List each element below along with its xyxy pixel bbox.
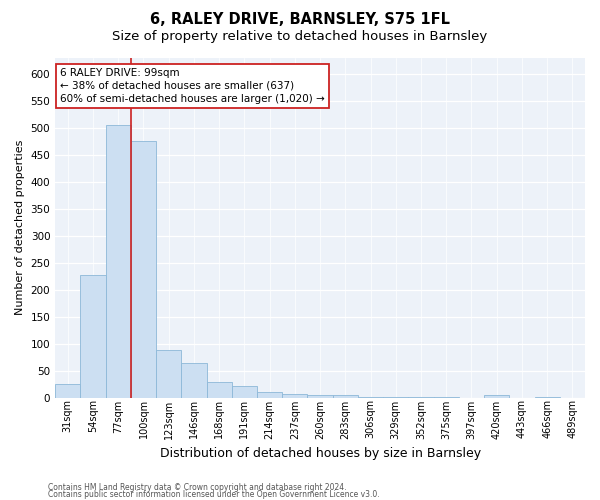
Bar: [106, 125, 131, 398]
Bar: [206, 382, 232, 398]
Bar: [484, 395, 509, 398]
Y-axis label: Number of detached properties: Number of detached properties: [15, 140, 25, 316]
Bar: [257, 392, 282, 398]
Text: 6, RALEY DRIVE, BARNSLEY, S75 1FL: 6, RALEY DRIVE, BARNSLEY, S75 1FL: [150, 12, 450, 28]
X-axis label: Distribution of detached houses by size in Barnsley: Distribution of detached houses by size …: [160, 447, 481, 460]
Text: Size of property relative to detached houses in Barnsley: Size of property relative to detached ho…: [112, 30, 488, 43]
Bar: [80, 274, 106, 398]
Text: Contains public sector information licensed under the Open Government Licence v3: Contains public sector information licen…: [48, 490, 380, 499]
Bar: [332, 395, 358, 398]
Text: 6 RALEY DRIVE: 99sqm
← 38% of detached houses are smaller (637)
60% of semi-deta: 6 RALEY DRIVE: 99sqm ← 38% of detached h…: [61, 68, 325, 104]
Bar: [307, 394, 332, 398]
Bar: [282, 394, 307, 398]
Bar: [181, 363, 206, 398]
Bar: [383, 397, 409, 398]
Bar: [55, 384, 80, 398]
Bar: [131, 141, 156, 398]
Text: Contains HM Land Registry data © Crown copyright and database right 2024.: Contains HM Land Registry data © Crown c…: [48, 484, 347, 492]
Bar: [232, 386, 257, 398]
Bar: [156, 350, 181, 398]
